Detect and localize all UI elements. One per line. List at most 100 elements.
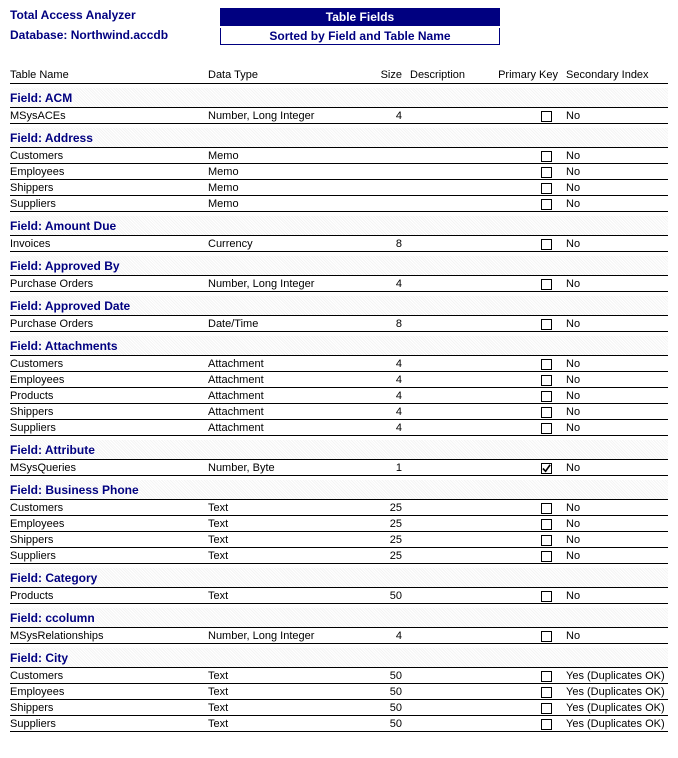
cell-table-name: MSysQueries — [10, 462, 208, 474]
table-row: CustomersText25 No — [10, 500, 668, 516]
field-group: Field: AttachmentsCustomersAttachment4No… — [10, 336, 668, 436]
primary-key-checkbox — [541, 591, 552, 602]
table-row: MSysACEsNumber, Long Integer4No — [10, 108, 668, 124]
cell-data-type: Number, Byte — [208, 462, 368, 474]
cell-data-type: Text — [208, 518, 368, 530]
table-row: SuppliersMemoNo — [10, 196, 668, 212]
primary-key-checkbox — [541, 719, 552, 730]
field-group-header: Field: City — [10, 648, 668, 668]
cell-primary-key — [496, 535, 566, 546]
cell-table-name: Shippers — [10, 702, 208, 714]
cell-primary-key — [496, 671, 566, 682]
cell-secondary-index: No — [566, 502, 668, 514]
table-row: ShippersMemoNo — [10, 180, 668, 196]
cell-data-type: Memo — [208, 150, 368, 162]
primary-key-checkbox — [541, 463, 552, 474]
report-title: Table Fields — [220, 8, 500, 26]
cell-data-type: Text — [208, 502, 368, 514]
cell-data-type: Text — [208, 550, 368, 562]
table-row: CustomersAttachment4No — [10, 356, 668, 372]
cell-table-name: Products — [10, 590, 208, 602]
cell-data-type: Text — [208, 702, 368, 714]
cell-primary-key — [496, 703, 566, 714]
field-group-header: Field: Attribute — [10, 440, 668, 460]
table-row: ShippersText25No — [10, 532, 668, 548]
cell-secondary-index: No — [566, 406, 668, 418]
table-row: InvoicesCurrency8No — [10, 236, 668, 252]
col-primary-key: Primary Key — [496, 69, 566, 81]
cell-secondary-index: Yes (Duplicates OK) — [566, 686, 668, 698]
cell-table-name: Purchase Orders — [10, 278, 208, 290]
primary-key-checkbox — [541, 631, 552, 642]
field-group-header: Field: Category — [10, 568, 668, 588]
field-group: Field: Business PhoneCustomersText25NoEm… — [10, 480, 668, 564]
cell-size: 4 — [368, 358, 410, 370]
table-row: SuppliersAttachment4No — [10, 420, 668, 436]
cell-primary-key — [496, 719, 566, 730]
cell-primary-key — [496, 631, 566, 642]
primary-key-checkbox — [541, 239, 552, 250]
cell-data-type: Attachment — [208, 374, 368, 386]
cell-table-name: MSysRelationships — [10, 630, 208, 642]
cell-table-name: Suppliers — [10, 550, 208, 562]
cell-table-name: Suppliers — [10, 422, 208, 434]
cell-table-name: Customers — [10, 502, 208, 514]
field-group-header: Field: Business Phone — [10, 480, 668, 500]
cell-data-type: Memo — [208, 182, 368, 194]
table-row: Purchase OrdersNumber, Long Integer4 No — [10, 276, 668, 292]
field-group: Field: ccolumnMSysRelationshipsNumber, L… — [10, 608, 668, 644]
primary-key-checkbox — [541, 151, 552, 162]
field-group: Field: Amount DueInvoicesCurrency8No — [10, 216, 668, 252]
cell-secondary-index: No — [566, 534, 668, 546]
cell-table-name: Customers — [10, 670, 208, 682]
cell-secondary-index: No — [566, 422, 668, 434]
cell-data-type: Number, Long Integer — [208, 630, 368, 642]
cell-primary-key — [496, 391, 566, 402]
cell-data-type: Memo — [208, 198, 368, 210]
primary-key-checkbox — [541, 183, 552, 194]
cell-size: 25 — [368, 502, 410, 514]
cell-secondary-index: No — [566, 374, 668, 386]
cell-primary-key — [496, 183, 566, 194]
cell-size: 4 — [368, 390, 410, 402]
table-row: MSysRelationshipsNumber, Long Integer4No — [10, 628, 668, 644]
cell-secondary-index: No — [566, 150, 668, 162]
cell-secondary-index: No — [566, 198, 668, 210]
cell-secondary-index: No — [566, 518, 668, 530]
cell-table-name: Shippers — [10, 534, 208, 546]
cell-secondary-index: No — [566, 278, 668, 290]
primary-key-checkbox — [541, 375, 552, 386]
cell-data-type: Number, Long Integer — [208, 278, 368, 290]
cell-table-name: Purchase Orders — [10, 318, 208, 330]
column-headers: Table Name Data Type Size Description Pr… — [10, 69, 668, 84]
cell-data-type: Number, Long Integer — [208, 110, 368, 122]
cell-secondary-index: Yes (Duplicates OK) — [566, 718, 668, 730]
primary-key-checkbox — [541, 359, 552, 370]
primary-key-checkbox — [541, 407, 552, 418]
cell-primary-key — [496, 591, 566, 602]
cell-size: 4 — [368, 278, 410, 290]
cell-primary-key — [496, 687, 566, 698]
field-group: Field: AddressCustomersMemoNoEmployeesMe… — [10, 128, 668, 212]
primary-key-checkbox — [541, 671, 552, 682]
cell-secondary-index: No — [566, 590, 668, 602]
table-row: ProductsAttachment4No — [10, 388, 668, 404]
cell-secondary-index: No — [566, 110, 668, 122]
field-group: Field: Approved ByPurchase OrdersNumber,… — [10, 256, 668, 292]
report-subtitle: Sorted by Field and Table Name — [220, 28, 500, 45]
cell-secondary-index: No — [566, 238, 668, 250]
cell-secondary-index: No — [566, 358, 668, 370]
cell-primary-key — [496, 239, 566, 250]
cell-primary-key — [496, 423, 566, 434]
cell-table-name: Employees — [10, 686, 208, 698]
field-group: Field: ACMMSysACEsNumber, Long Integer4N… — [10, 88, 668, 124]
field-group: Field: Approved DatePurchase OrdersDate/… — [10, 296, 668, 332]
cell-primary-key — [496, 151, 566, 162]
cell-size: 1 — [368, 462, 410, 474]
cell-table-name: Products — [10, 390, 208, 402]
table-row: ShippersAttachment4No — [10, 404, 668, 420]
table-row: EmployeesText50Yes (Duplicates OK) — [10, 684, 668, 700]
cell-secondary-index: No — [566, 182, 668, 194]
cell-table-name: Invoices — [10, 238, 208, 250]
cell-primary-key — [496, 375, 566, 386]
